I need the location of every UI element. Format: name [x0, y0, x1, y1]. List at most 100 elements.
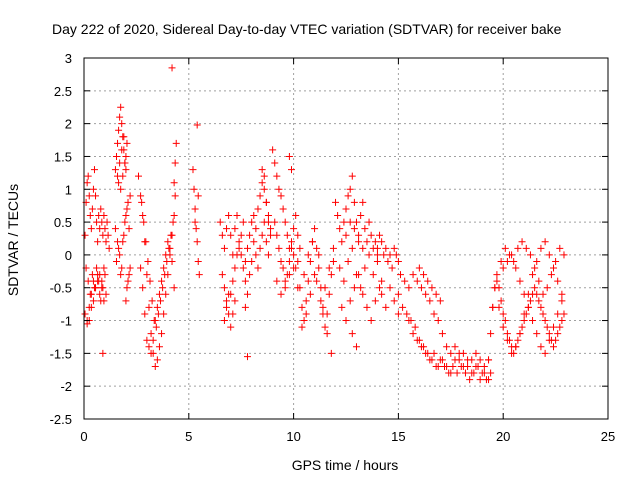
data-point	[241, 277, 249, 285]
data-point	[288, 238, 296, 246]
data-point	[163, 257, 171, 265]
data-point	[306, 257, 314, 265]
data-point	[100, 212, 108, 220]
data-point	[422, 290, 430, 298]
data-point	[342, 205, 350, 213]
data-point	[327, 271, 335, 279]
data-point	[105, 244, 113, 252]
data-point	[104, 231, 112, 239]
data-point	[363, 238, 371, 246]
data-point	[192, 225, 200, 233]
data-point	[537, 343, 545, 351]
data-point	[453, 369, 461, 377]
data-point	[269, 146, 277, 154]
y-tick-label: -0.5	[50, 281, 72, 296]
data-point	[396, 271, 404, 279]
data-point	[319, 303, 327, 311]
data-point	[409, 271, 417, 279]
data-point	[378, 277, 386, 285]
data-point	[302, 297, 310, 305]
y-axis-label: SDTVAR / TECUs	[5, 184, 21, 296]
data-point	[112, 257, 120, 265]
data-point	[352, 343, 360, 351]
data-point	[273, 277, 281, 285]
data-point	[302, 310, 310, 318]
data-point	[96, 290, 104, 298]
data-point	[491, 284, 499, 292]
data-point	[172, 139, 180, 147]
data-point	[243, 244, 251, 252]
data-point	[189, 166, 197, 174]
data-point	[378, 238, 386, 246]
data-point	[124, 198, 132, 206]
data-point	[522, 244, 530, 252]
data-point	[411, 323, 419, 331]
data-point	[223, 303, 231, 311]
data-point	[171, 192, 179, 200]
data-point	[246, 271, 254, 279]
data-point	[117, 185, 125, 193]
data-point	[386, 284, 394, 292]
data-point	[285, 271, 293, 279]
data-point	[90, 166, 98, 174]
data-point	[386, 251, 394, 259]
data-point	[102, 290, 110, 298]
data-point	[355, 238, 363, 246]
data-point	[140, 218, 148, 226]
data-point	[315, 251, 323, 259]
data-point	[413, 336, 421, 344]
data-point	[485, 356, 493, 364]
data-point	[487, 330, 495, 338]
data-point	[501, 317, 509, 325]
data-point	[116, 113, 124, 121]
data-point	[296, 284, 304, 292]
data-point	[357, 212, 365, 220]
data-point	[388, 264, 396, 272]
data-point	[225, 290, 233, 298]
data-point	[243, 290, 251, 298]
data-point	[531, 264, 539, 272]
data-point	[134, 172, 142, 180]
data-point	[352, 218, 360, 226]
data-point	[143, 271, 151, 279]
y-tick-label: -1	[60, 314, 72, 329]
data-point	[413, 277, 421, 285]
data-point	[417, 284, 425, 292]
data-point	[537, 244, 545, 252]
data-point	[290, 225, 298, 233]
data-point	[100, 264, 108, 272]
data-point	[241, 257, 249, 265]
data-point	[476, 376, 484, 384]
data-point	[264, 251, 272, 259]
data-point	[193, 121, 201, 129]
data-point	[159, 284, 167, 292]
data-point	[146, 277, 154, 285]
data-point	[118, 264, 126, 272]
data-point	[194, 257, 202, 265]
data-point	[164, 238, 172, 246]
data-point	[158, 330, 166, 338]
data-point	[369, 271, 377, 279]
data-point	[304, 251, 312, 259]
data-point	[365, 251, 373, 259]
data-point	[365, 218, 373, 226]
data-point	[288, 244, 296, 252]
data-point	[218, 231, 226, 239]
data-point	[137, 192, 145, 200]
data-point	[558, 297, 566, 305]
data-point	[464, 356, 472, 364]
data-point	[541, 317, 549, 325]
data-point	[260, 172, 268, 180]
data-point	[409, 330, 417, 338]
data-point	[154, 310, 162, 318]
data-point	[103, 218, 111, 226]
x-tick-label: 25	[601, 429, 615, 444]
data-point	[514, 244, 522, 252]
data-point	[193, 238, 201, 246]
data-point	[443, 362, 451, 370]
data-point	[260, 185, 268, 193]
data-point	[121, 218, 129, 226]
data-point	[125, 271, 133, 279]
data-point	[476, 356, 484, 364]
data-point	[122, 166, 130, 174]
